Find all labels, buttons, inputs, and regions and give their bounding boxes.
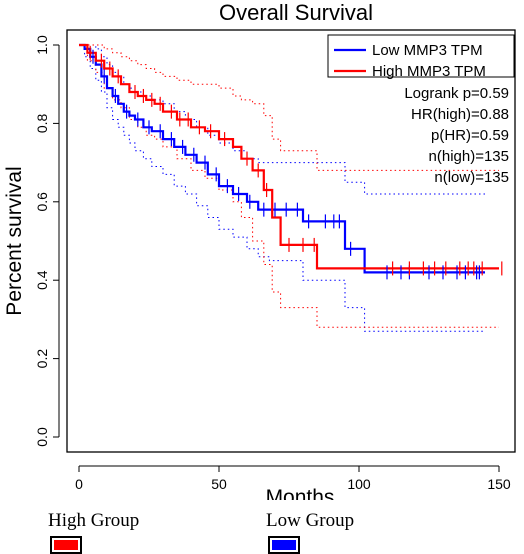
bottom-legend-high-label: High Group (48, 510, 140, 531)
low-mmp3-tpm-ci-upper (79, 44, 485, 195)
high-mmp3-tpm-survival-line (79, 43, 499, 270)
bottom-legend-low-swatch (268, 536, 300, 554)
y-axis-label: Percent survival (3, 166, 26, 315)
y-tick-label: 1.0 (34, 35, 50, 55)
legend: Low MMP3 TPM High MMP3 TPM Logrank p=0.59 H… (327, 34, 515, 186)
x-tick-label: 150 (487, 476, 511, 492)
y-tick-label: 0.0 (34, 427, 50, 447)
legend-stat: p(HR)=0.59 (431, 127, 509, 144)
legend-stat: HR(high)=0.88 (411, 106, 509, 123)
data-layer (79, 43, 503, 332)
plot-frame (66, 29, 516, 453)
chart-title: Overall Survival (219, 0, 373, 25)
bottom-legend-high: High Group (48, 510, 140, 554)
axis-layer: 0 50 100 150 0.0 0.2 0.4 0.6 0.8 1.0 (34, 35, 511, 492)
x-tick-label: 100 (347, 476, 371, 492)
x-tick-label: 50 (211, 476, 227, 492)
legend-entry-low-mmp3-tpm: Low MMP3 TPM (372, 42, 483, 59)
bottom-legend-low-label: Low Group (266, 510, 355, 531)
x-tick-label: 0 (75, 476, 83, 492)
bottom-legend-low: Low Group (266, 510, 355, 554)
y-tick-label: 0.4 (34, 270, 50, 290)
y-tick-label: 0.2 (34, 349, 50, 369)
legend-stat: Logrank p=0.59 (404, 85, 509, 102)
legend-entry-high-mmp3-tpm: High MMP3 TPM (372, 63, 486, 80)
y-tick-label: 0.6 (34, 192, 50, 212)
survival-chart: Overall Survival 0 50 100 150 0.0 0.2 0.4 0.6 0.… (3, 0, 516, 500)
y-tick-label: 0.8 (34, 113, 50, 133)
legend-stat: n(high)=135 (429, 148, 509, 165)
bottom-legend-high-swatch (50, 536, 82, 554)
low-mmp3-tpm-survival-line (79, 43, 485, 274)
x-axis-label: Months (266, 486, 335, 500)
legend-stat: n(low)=135 (434, 169, 509, 186)
